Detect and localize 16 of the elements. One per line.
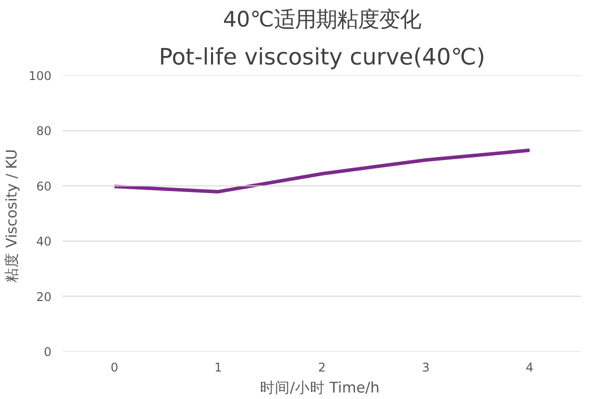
y-axis-title: 粘度 Viscosity / KU: [4, 149, 21, 283]
x-tick-label: 3: [422, 360, 430, 374]
y-tick-label: 0: [44, 345, 52, 359]
y-tick-label: 100: [28, 69, 52, 83]
x-tick-label: 4: [526, 360, 534, 374]
line-series: [112, 148, 532, 194]
chart-subtitle: Pot-life viscosity curve(40℃): [158, 44, 486, 70]
y-tick-label: 20: [36, 290, 52, 304]
x-axis-title: 时间/小时 Time/h: [260, 380, 380, 396]
x-tick-label: 0: [110, 360, 118, 374]
y-tick-label: 60: [36, 179, 52, 194]
y-tick-label: 40: [36, 234, 52, 249]
chart-title: 40℃适用期粘度变化: [222, 8, 422, 32]
y-tick-label: 80: [36, 124, 52, 138]
x-tick-label: 2: [318, 360, 326, 374]
x-tick-label: 1: [214, 360, 222, 374]
